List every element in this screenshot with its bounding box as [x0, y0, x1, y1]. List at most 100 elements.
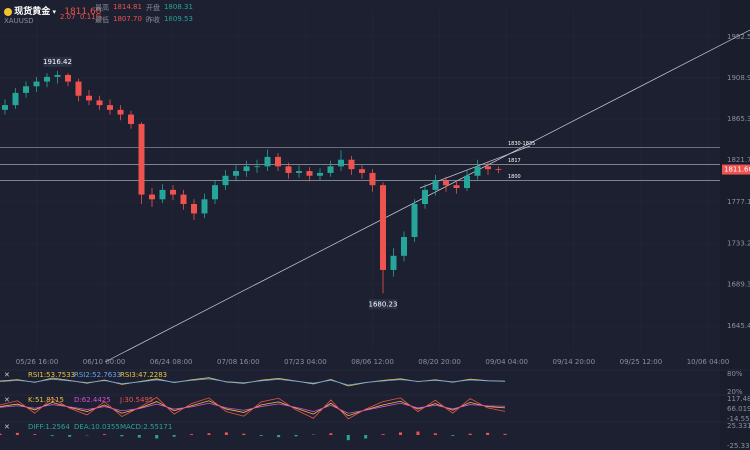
indicator-label: RSI3:47.2283: [120, 371, 167, 379]
candle-body: [422, 189, 428, 205]
instrument-name[interactable]: 现货黄金: [14, 7, 51, 17]
stat-value: 1808.31: [163, 3, 193, 11]
indicator-axis-label: -14.5561: [727, 415, 750, 423]
macd-bar: [0, 433, 2, 435]
y-tick-label: 1821.7: [727, 156, 750, 164]
macd-bar: [172, 435, 176, 437]
y-tick-label: 1865.32: [727, 115, 750, 123]
change-value: 2.07: [60, 13, 76, 21]
x-tick-label: 09/14 20:00: [553, 358, 596, 366]
x-tick-label: 08/20 20:00: [418, 358, 461, 366]
macd-bar: [364, 435, 368, 439]
candle-body: [275, 156, 281, 167]
candle-body: [443, 180, 449, 186]
macd-bar: [102, 434, 106, 435]
candle-body: [380, 185, 386, 270]
candle-body: [411, 204, 418, 237]
macd-bar: [137, 435, 141, 438]
candle-body: [12, 92, 19, 106]
indicator-line: [0, 378, 506, 386]
candle-body: [317, 172, 323, 176]
macd-bar: [277, 435, 281, 438]
macd-bar: [190, 434, 194, 435]
indicator-axis-label: 20%: [727, 388, 743, 396]
price-tag-label: 1811.60: [724, 166, 750, 174]
macd-bar: [120, 435, 124, 437]
candle-body: [338, 159, 344, 167]
macd-bar: [416, 431, 420, 435]
candle-body: [2, 105, 8, 110]
macd-bar: [15, 432, 19, 435]
candle-body: [243, 166, 250, 172]
candle-body: [474, 166, 481, 176]
axis-panel: [720, 0, 750, 450]
candle-body: [128, 114, 134, 124]
candle-body: [117, 109, 124, 115]
candle-body: [170, 189, 176, 195]
candle-body: [233, 171, 239, 176]
macd-bar: [329, 433, 333, 435]
macd-bar: [433, 433, 437, 435]
stat-label: 最高: [95, 4, 109, 12]
callout-box: [43, 56, 72, 67]
candle-body: [369, 172, 376, 186]
x-tick-label: 05/26 16:00: [16, 358, 59, 366]
indicator-label: DIFF:1.2564: [28, 423, 70, 431]
macd-bar: [451, 435, 455, 436]
candle-body: [44, 76, 50, 82]
y-tick-label: 1908.94: [727, 74, 750, 82]
macd-bar: [294, 435, 298, 437]
macd-bar: [346, 435, 350, 441]
change-pct: 0.11%: [80, 13, 103, 21]
callout-box: [369, 299, 397, 310]
candle-body: [296, 171, 302, 173]
indicator-label: RSI1:53.7533: [28, 371, 75, 379]
macd-bar: [381, 434, 385, 435]
level-label: 1830-1835: [508, 141, 535, 147]
x-tick-label: 06/10 00:00: [83, 358, 126, 366]
stat-value: 1814.81: [113, 3, 142, 11]
candle-body: [180, 194, 187, 205]
x-tick-label: 06/24 08:00: [150, 358, 193, 366]
candle-body: [401, 236, 407, 256]
x-tick-label: 09/04 04:00: [485, 358, 528, 366]
y-tick-label: 1777.18: [727, 198, 750, 206]
callout-high: 1916.42: [43, 58, 72, 66]
candle-body: [390, 255, 397, 270]
stats: 最高 1814.81 开盘 1808.31 最低 1807.70 昨收 1809.53: [95, 3, 193, 25]
gold-icon: [4, 8, 12, 16]
candle-body: [65, 74, 71, 82]
indicator-label: K:51.8115: [28, 396, 64, 404]
candle-body: [348, 159, 355, 170]
candle-body: [264, 156, 271, 167]
candle-body: [138, 123, 145, 195]
x-tick-label: 09/25 12:00: [620, 358, 663, 366]
macd-bar: [399, 432, 403, 435]
stat-label: 昨收: [145, 16, 160, 24]
candle-body: [75, 81, 82, 96]
candle-body: [107, 105, 113, 110]
indicator-close[interactable]: ✕: [4, 371, 10, 379]
indicator-axis-label: 80%: [727, 370, 743, 378]
indicator-axis-label: 66.0199: [727, 405, 750, 413]
price: 1811.60: [64, 7, 102, 17]
candle-body: [159, 189, 166, 200]
indicator-axis-label: -25.33115: [727, 442, 750, 450]
indicator-close[interactable]: ✕: [4, 396, 10, 404]
candle-body: [23, 86, 29, 93]
indicator-label: DEA:10.0355: [74, 423, 120, 431]
dropdown[interactable]: ▾: [50, 8, 56, 16]
level-label: 1800: [508, 174, 521, 180]
candle-body: [285, 166, 292, 173]
candle-body: [327, 166, 334, 173]
macd-bar: [468, 433, 472, 435]
indicator-label: MACD:2.55171: [120, 423, 172, 431]
indicator-label: D:62.4425: [74, 396, 111, 404]
candle-body: [201, 199, 208, 214]
candle-body: [254, 166, 260, 168]
candle-body: [359, 169, 365, 173]
indicator-close[interactable]: ✕: [4, 423, 10, 431]
candle-body: [453, 185, 460, 189]
symbol: XAUUSD: [4, 17, 34, 25]
